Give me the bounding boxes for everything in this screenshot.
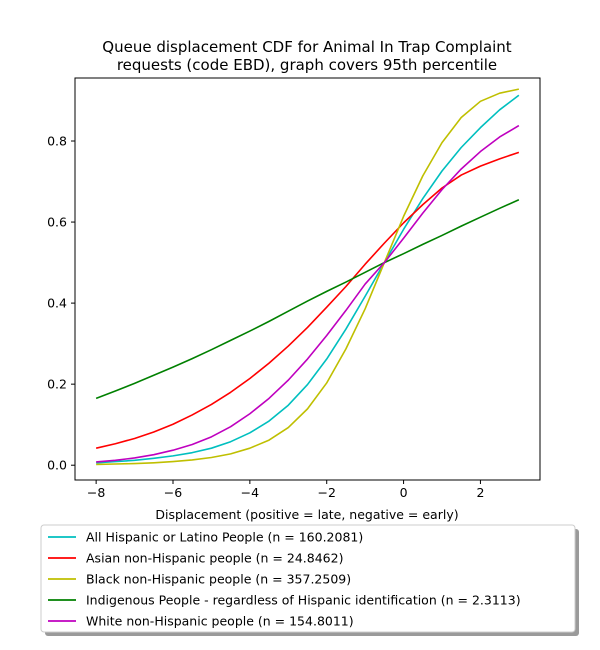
y-tick-label: 0.4 bbox=[47, 296, 67, 311]
axis-ticks: −8 −6 −4 −2 0 2 0.0 0.2 0.4 0.6 0.8 bbox=[47, 134, 484, 500]
legend-entries: All Hispanic or Latino People (n = 160.2… bbox=[48, 530, 521, 629]
legend-label-3: Indigenous People - regardless of Hispan… bbox=[86, 593, 521, 608]
plot-area bbox=[74, 77, 541, 481]
y-tick-label: 0.6 bbox=[47, 215, 67, 230]
series-group bbox=[95, 88, 520, 466]
legend-label-1: Asian non-Hispanic people (n = 24.8462) bbox=[86, 551, 343, 566]
y-tick-label: 0.0 bbox=[47, 458, 67, 473]
legend-box bbox=[40, 524, 576, 633]
legend-label-4: White non-Hispanic people (n = 154.8011) bbox=[86, 614, 354, 629]
x-tick-label: 2 bbox=[476, 485, 484, 500]
x-tick-label: −4 bbox=[241, 485, 259, 500]
series-line-0 bbox=[96, 94, 520, 464]
series-line-2 bbox=[96, 88, 520, 466]
series-line-4 bbox=[96, 124, 520, 463]
x-tick-label: −2 bbox=[317, 485, 335, 500]
chart-title-line-2: requests (code EBD), graph covers 95th p… bbox=[117, 56, 497, 74]
legend-label-0: All Hispanic or Latino People (n = 160.2… bbox=[86, 530, 363, 545]
x-tick-label: −6 bbox=[164, 485, 182, 500]
y-tick-label: 0.2 bbox=[47, 377, 67, 392]
legend: All Hispanic or Latino People (n = 160.2… bbox=[40, 524, 579, 636]
x-tick-label: −8 bbox=[87, 485, 105, 500]
y-tick-label: 0.8 bbox=[47, 134, 67, 149]
legend-label-2: Black non-Hispanic people (n = 357.2509) bbox=[86, 572, 351, 587]
x-tick-label: 0 bbox=[400, 485, 408, 500]
chart-title-line-1: Queue displacement CDF for Animal In Tra… bbox=[102, 38, 512, 56]
series-line-3 bbox=[95, 199, 520, 400]
x-axis-label: Displacement (positive = late, negative … bbox=[155, 507, 458, 522]
